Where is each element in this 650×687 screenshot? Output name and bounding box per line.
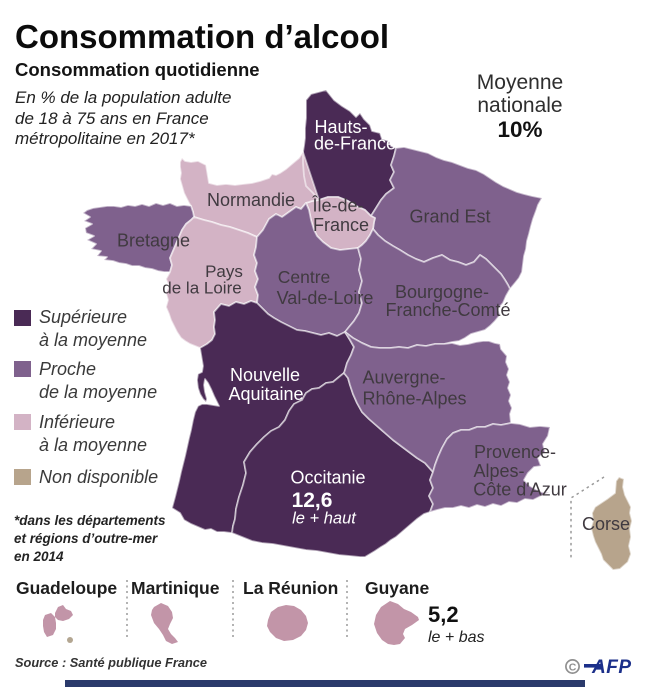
svg-text:Île-de-: Île-de- bbox=[311, 196, 363, 216]
svg-text:Bretagne: Bretagne bbox=[117, 231, 190, 251]
svg-text:Provence-: Provence- bbox=[474, 442, 556, 462]
svg-text:AFP: AFP bbox=[591, 657, 632, 678]
svg-text:12,6: 12,6 bbox=[292, 489, 333, 512]
svg-text:Pays: Pays bbox=[205, 262, 243, 281]
svg-text:France: France bbox=[313, 215, 369, 235]
svg-text:C: C bbox=[569, 661, 577, 673]
svg-text:Nouvelle: Nouvelle bbox=[230, 365, 300, 385]
svg-text:Rhône-Alpes: Rhône-Alpes bbox=[362, 389, 466, 409]
svg-text:Hauts-: Hauts- bbox=[314, 117, 367, 137]
svg-text:Alpes-: Alpes- bbox=[473, 461, 524, 481]
svg-text:le + haut: le + haut bbox=[292, 510, 357, 528]
svg-text:Normandie: Normandie bbox=[207, 190, 295, 210]
svg-text:Côte d'Azur: Côte d'Azur bbox=[473, 480, 566, 500]
svg-text:Aquitaine: Aquitaine bbox=[228, 384, 303, 404]
svg-text:Centre: Centre bbox=[278, 267, 331, 287]
svg-text:de-France: de-France bbox=[314, 134, 396, 154]
svg-text:Val-de-Loire: Val-de-Loire bbox=[277, 288, 374, 308]
svg-text:Corse: Corse bbox=[582, 514, 630, 534]
svg-text:Auvergne-: Auvergne- bbox=[362, 368, 445, 388]
svg-text:Grand Est: Grand Est bbox=[409, 207, 490, 227]
svg-text:Bourgogne-: Bourgogne- bbox=[395, 282, 489, 302]
svg-text:de la Loire: de la Loire bbox=[162, 279, 241, 298]
svg-text:Occitanie: Occitanie bbox=[290, 468, 365, 488]
svg-text:Franche-Comté: Franche-Comté bbox=[385, 300, 510, 320]
